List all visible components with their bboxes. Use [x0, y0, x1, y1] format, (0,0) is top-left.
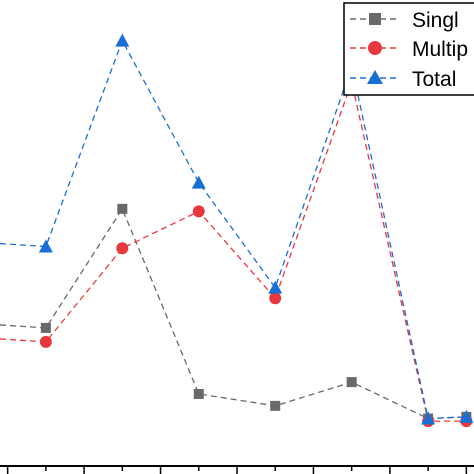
data-point-total — [268, 280, 283, 294]
data-point-total — [38, 239, 53, 253]
series-line-total — [0, 39, 467, 420]
legend: Singl Multip Total — [343, 2, 474, 96]
legend-marker-multiple — [368, 41, 382, 55]
data-point-single — [346, 377, 357, 388]
legend-label-multiple: Multip — [412, 38, 468, 61]
data-point-single — [270, 400, 281, 411]
legend-item-single: Singl — [350, 9, 459, 32]
data-point-total — [115, 33, 130, 47]
data-point-multiple — [192, 205, 205, 218]
axes — [0, 465, 474, 474]
legend-label-total: Total — [412, 68, 456, 91]
legend-marker-total — [367, 70, 383, 84]
data-point-multiple — [269, 292, 282, 305]
legend-item-multiple: Multip — [350, 38, 468, 61]
series-line-multiple — [0, 79, 467, 422]
data-point-multiple — [39, 335, 52, 348]
legend-item-total: Total — [350, 68, 456, 91]
data-point-single — [117, 203, 128, 214]
data-point-total — [421, 411, 436, 425]
data-point-single — [193, 388, 204, 399]
data-point-total — [191, 175, 206, 189]
legend-marker-single — [369, 13, 381, 25]
data-point-multiple — [116, 242, 129, 255]
data-point-total — [459, 409, 474, 423]
legend-label-single: Singl — [412, 9, 459, 32]
data-point-single — [40, 322, 51, 333]
series-line-single — [0, 207, 467, 420]
